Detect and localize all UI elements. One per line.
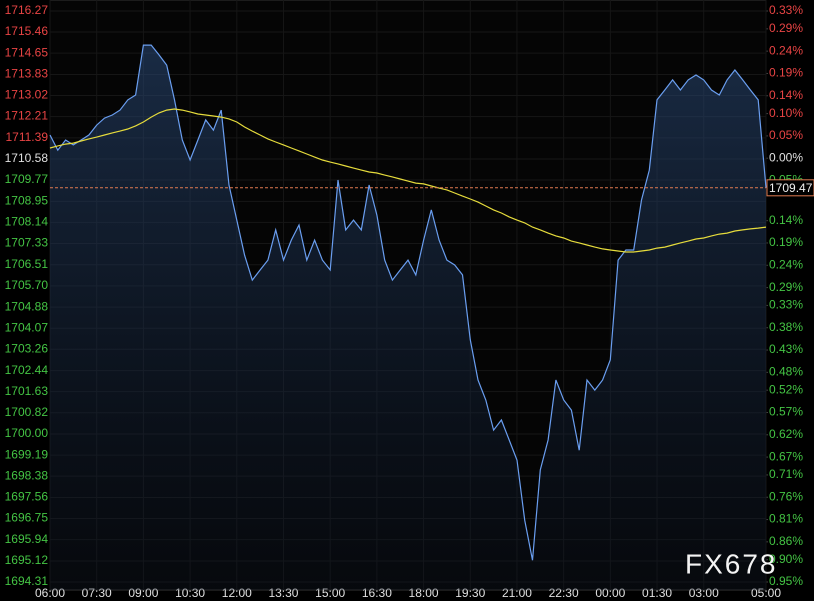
y2-tick-label: 0.86%: [769, 534, 803, 548]
last-price-label: 1709.47: [769, 181, 813, 195]
y2-tick-label: 0.00%: [769, 150, 803, 164]
last-price-box: [766, 179, 814, 197]
y2-tick-label: 0.29%: [769, 280, 803, 294]
y2-tick-label: 0.71%: [769, 467, 803, 481]
y-tick-label: 1706.51: [5, 257, 49, 271]
y-tick-label: 1702.44: [5, 363, 49, 377]
y2-tick-label: 0.14%: [769, 88, 803, 102]
y2-tick-label: 0.19%: [769, 235, 803, 249]
area: [50, 45, 766, 591]
y2-tick-label: 0.05%: [769, 128, 803, 142]
y2-tick-label: 0.48%: [769, 365, 803, 379]
y-tick-label: 1707.33: [5, 236, 49, 250]
y2-tick-label: 0.81%: [769, 512, 803, 526]
y-tick-label: 1712.21: [5, 109, 49, 123]
y2-tick-label: 0.90%: [769, 552, 803, 566]
y2-tick-label: 0.76%: [769, 489, 803, 503]
watermark: FX678: [685, 548, 778, 579]
y-tick-label: 1697.56: [5, 490, 49, 504]
y2-tick-label: 0.14%: [769, 213, 803, 227]
y2-tick-label: 0.10%: [769, 106, 803, 120]
y-tick-label: 1699.19: [5, 447, 49, 461]
y-tick-label: 1694.31: [5, 574, 49, 588]
y-tick-label: 1715.46: [5, 24, 49, 38]
y-tick-label: 1708.14: [5, 215, 49, 229]
y2-tick-label: 0.24%: [769, 43, 803, 57]
y-tick-label: 1716.27: [5, 3, 49, 17]
y2-tick-label: 0.43%: [769, 342, 803, 356]
y-tick-label: 1695.94: [5, 532, 49, 546]
y-tick-label: 1713.83: [5, 67, 49, 81]
y-tick-label: 1708.95: [5, 194, 49, 208]
y-tick-label: 1696.75: [5, 511, 49, 525]
y-tick-label: 1700.82: [5, 405, 49, 419]
y2-tick-label: 0.38%: [769, 320, 803, 334]
y-tick-label: 1695.12: [5, 553, 49, 567]
y2-tick-label: 0.95%: [769, 574, 803, 588]
y2-tick-label: 0.67%: [769, 449, 803, 463]
y-tick-label: 1703.26: [5, 341, 49, 355]
y-tick-label: 1711.39: [6, 130, 49, 144]
y-tick-label: 1713.02: [5, 88, 49, 102]
y2-tick-label: 0.24%: [769, 257, 803, 271]
y-tick-label: 1705.70: [5, 278, 49, 292]
price-line: [49, 44, 767, 561]
y2-tick-label: 0.33%: [769, 298, 803, 312]
y-tick-label: 1700.00: [5, 426, 49, 440]
y2-tick-label: 0.33%: [769, 3, 803, 17]
y2-tick-label: 0.29%: [769, 21, 803, 35]
y-tick-label: 1709.77: [5, 172, 49, 186]
y2-tick-label: 0.52%: [769, 382, 803, 396]
y2-tick-label: 0.19%: [769, 66, 803, 80]
y-tick-label: 1704.88: [5, 299, 49, 313]
y-tick-label: 1704.07: [5, 320, 49, 334]
y-tick-label: 1710.58: [5, 151, 49, 165]
y-tick-label: 1701.63: [5, 384, 49, 398]
y2-tick-label: 0.57%: [769, 405, 803, 419]
y-tick-label: 1714.65: [5, 45, 49, 59]
price-line: [49, 108, 767, 253]
y-tick-label: 1698.38: [5, 468, 49, 482]
y2-tick-label: 0.62%: [769, 427, 803, 441]
